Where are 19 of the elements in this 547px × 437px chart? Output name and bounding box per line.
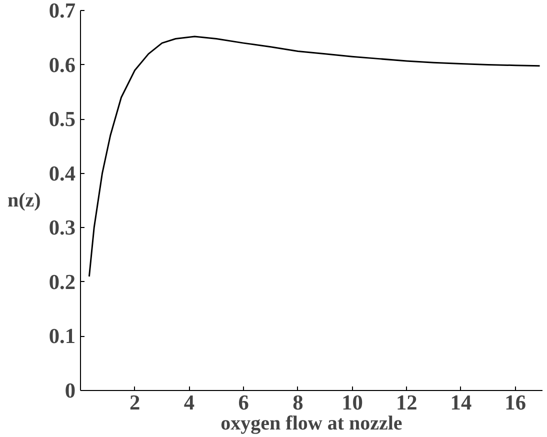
x-tick-label: 10: [342, 390, 363, 414]
x-tick-label: 14: [450, 390, 472, 414]
y-tick-label: 0: [64, 378, 76, 402]
y-tick-label: 0.2: [48, 270, 76, 294]
y-tick-label: 0.4: [48, 161, 76, 186]
y-tick-label: 0.7: [48, 0, 76, 22]
x-tick-label: 16: [504, 390, 526, 414]
y-tick-label: 0.5: [48, 107, 76, 132]
line-series: [88, 36, 541, 278]
y-tick-label: 0.6: [48, 52, 76, 77]
y-tick-label: 0.1: [48, 324, 76, 348]
x-tick-label: 8: [292, 390, 304, 414]
y-axis-title: n(z): [8, 190, 41, 212]
x-tick-label: 4: [184, 390, 195, 414]
x-tick-label: 2: [130, 390, 140, 414]
x-tick-label: 12: [396, 390, 418, 414]
x-axis-title: oxygen flow at nozzle: [220, 412, 402, 434]
x-tick-label: 6: [238, 390, 250, 414]
y-tick-label: 0.3: [48, 216, 76, 240]
